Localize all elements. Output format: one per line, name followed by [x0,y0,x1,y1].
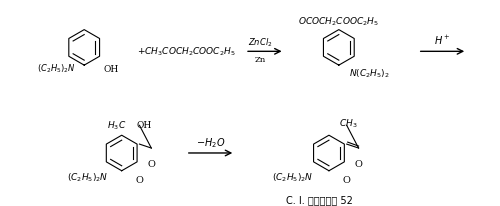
Text: $(C_2H_5)_2N$: $(C_2H_5)_2N$ [68,171,109,184]
Text: $+CH_3COCH_2COOC_2H_5$: $+CH_3COCH_2COOC_2H_5$ [136,45,235,57]
Text: O: O [343,176,350,185]
Text: O: O [148,160,155,169]
Text: $(C_2H_5)_2N$: $(C_2H_5)_2N$ [37,63,76,75]
Text: $N(C_2H_5)_2$: $N(C_2H_5)_2$ [348,68,390,80]
Text: $H_3C$: $H_3C$ [108,119,126,132]
Text: O: O [136,176,143,185]
Text: $ZnCl_2$: $ZnCl_2$ [248,36,272,49]
Text: $H^+$: $H^+$ [434,34,450,47]
Text: OH: OH [136,121,152,130]
Text: $(C_2H_5)_2N$: $(C_2H_5)_2N$ [272,171,313,184]
Text: Zn: Zn [254,56,266,64]
Text: $-H_2O$: $-H_2O$ [196,136,225,150]
Text: $OCOCH_2COOC_2H_5$: $OCOCH_2COOC_2H_5$ [298,15,380,28]
Text: C. I. 荧光增白剂 52: C. I. 荧光增白剂 52 [286,195,352,205]
Text: O: O [354,160,362,169]
Text: $CH_3$: $CH_3$ [339,117,357,130]
Text: OH: OH [104,65,119,74]
